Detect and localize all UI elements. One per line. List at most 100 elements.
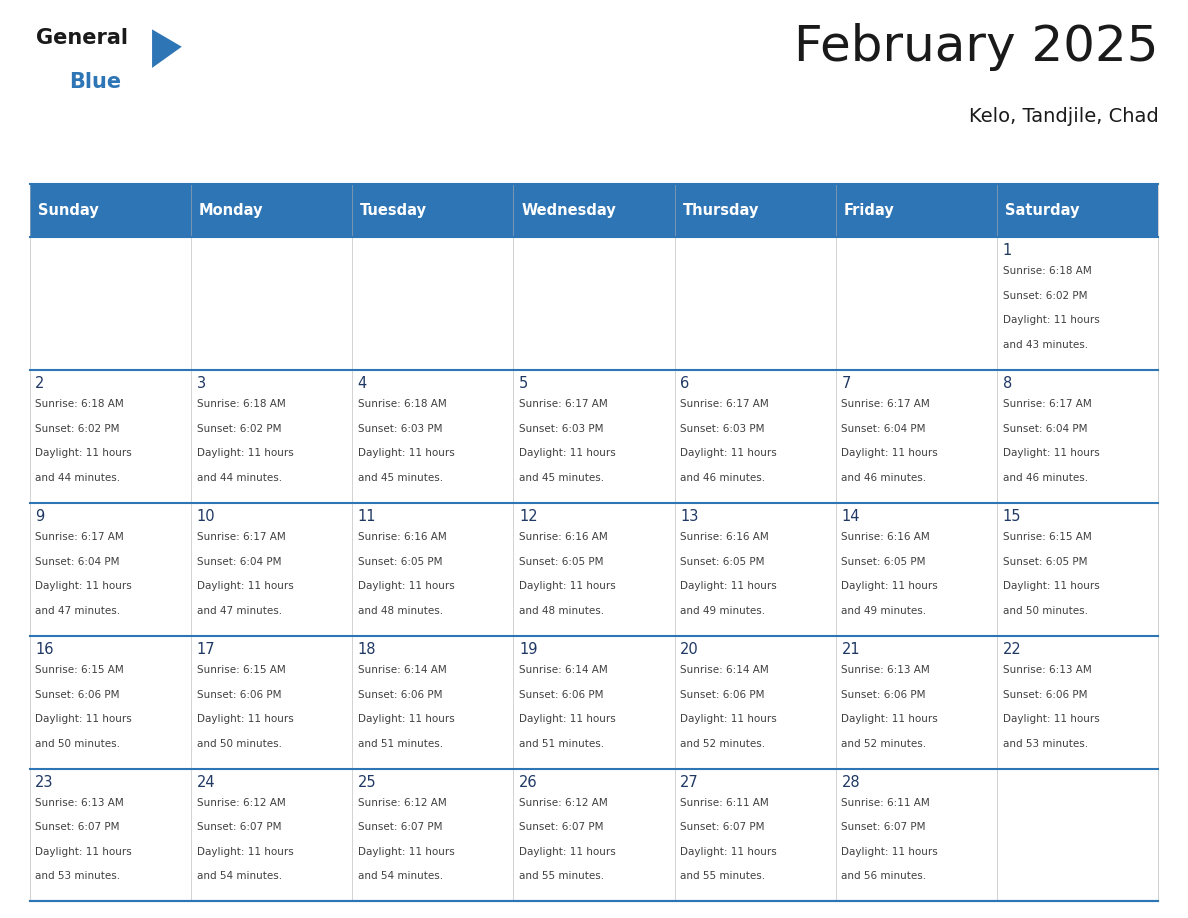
- Bar: [675, 237, 836, 370]
- Text: Sunrise: 6:12 AM: Sunrise: 6:12 AM: [358, 798, 447, 808]
- Bar: [997, 184, 1158, 237]
- Bar: [352, 635, 513, 768]
- Text: Sunrise: 6:12 AM: Sunrise: 6:12 AM: [196, 798, 285, 808]
- Text: Daylight: 11 hours: Daylight: 11 hours: [841, 448, 939, 458]
- Text: Sunset: 6:04 PM: Sunset: 6:04 PM: [196, 556, 282, 566]
- Text: Sunrise: 6:11 AM: Sunrise: 6:11 AM: [841, 798, 930, 808]
- Bar: [30, 503, 191, 635]
- Text: Sunrise: 6:17 AM: Sunrise: 6:17 AM: [519, 399, 608, 409]
- Text: 26: 26: [519, 775, 538, 790]
- Text: 13: 13: [681, 509, 699, 524]
- Text: 18: 18: [358, 642, 377, 657]
- Text: Daylight: 11 hours: Daylight: 11 hours: [36, 581, 132, 591]
- Text: Daylight: 11 hours: Daylight: 11 hours: [841, 714, 939, 724]
- Text: 1: 1: [1003, 243, 1012, 258]
- Text: and 53 minutes.: and 53 minutes.: [1003, 738, 1088, 748]
- Text: Daylight: 11 hours: Daylight: 11 hours: [681, 714, 777, 724]
- Bar: [191, 503, 352, 635]
- Text: Daylight: 11 hours: Daylight: 11 hours: [196, 847, 293, 856]
- Text: Saturday: Saturday: [1005, 203, 1080, 218]
- Bar: [836, 184, 997, 237]
- Text: Daylight: 11 hours: Daylight: 11 hours: [519, 847, 615, 856]
- Text: Blue: Blue: [69, 72, 121, 92]
- Text: Sunrise: 6:13 AM: Sunrise: 6:13 AM: [36, 798, 124, 808]
- Text: Sunrise: 6:13 AM: Sunrise: 6:13 AM: [841, 665, 930, 675]
- Text: and 51 minutes.: and 51 minutes.: [358, 738, 443, 748]
- Text: Sunset: 6:07 PM: Sunset: 6:07 PM: [681, 823, 765, 833]
- Text: Sunrise: 6:15 AM: Sunrise: 6:15 AM: [1003, 532, 1092, 542]
- Bar: [191, 370, 352, 503]
- Text: Daylight: 11 hours: Daylight: 11 hours: [519, 448, 615, 458]
- Bar: [191, 635, 352, 768]
- Bar: [836, 237, 997, 370]
- Text: Sunrise: 6:15 AM: Sunrise: 6:15 AM: [196, 665, 285, 675]
- Text: 17: 17: [196, 642, 215, 657]
- Text: and 50 minutes.: and 50 minutes.: [36, 738, 120, 748]
- Text: and 46 minutes.: and 46 minutes.: [841, 473, 927, 483]
- Text: Sunrise: 6:12 AM: Sunrise: 6:12 AM: [519, 798, 608, 808]
- Text: and 48 minutes.: and 48 minutes.: [358, 606, 443, 616]
- Text: 9: 9: [36, 509, 45, 524]
- Text: Sunset: 6:07 PM: Sunset: 6:07 PM: [358, 823, 442, 833]
- Bar: [30, 768, 191, 901]
- Text: Kelo, Tandjile, Chad: Kelo, Tandjile, Chad: [968, 107, 1158, 127]
- Text: 24: 24: [196, 775, 215, 790]
- Text: 5: 5: [519, 376, 529, 391]
- Text: and 44 minutes.: and 44 minutes.: [36, 473, 120, 483]
- Text: and 48 minutes.: and 48 minutes.: [519, 606, 605, 616]
- Bar: [30, 635, 191, 768]
- Bar: [997, 635, 1158, 768]
- Text: 28: 28: [841, 775, 860, 790]
- Text: Daylight: 11 hours: Daylight: 11 hours: [36, 714, 132, 724]
- Bar: [352, 768, 513, 901]
- Bar: [191, 768, 352, 901]
- Bar: [30, 184, 191, 237]
- Text: Daylight: 11 hours: Daylight: 11 hours: [681, 847, 777, 856]
- Bar: [191, 184, 352, 237]
- Text: Daylight: 11 hours: Daylight: 11 hours: [519, 714, 615, 724]
- Text: General: General: [36, 28, 127, 48]
- Bar: [675, 184, 836, 237]
- Text: Daylight: 11 hours: Daylight: 11 hours: [681, 581, 777, 591]
- Text: Daylight: 11 hours: Daylight: 11 hours: [36, 448, 132, 458]
- Bar: [352, 184, 513, 237]
- Text: Sunrise: 6:18 AM: Sunrise: 6:18 AM: [358, 399, 447, 409]
- Text: Sunrise: 6:16 AM: Sunrise: 6:16 AM: [519, 532, 608, 542]
- Text: and 49 minutes.: and 49 minutes.: [841, 606, 927, 616]
- Text: Daylight: 11 hours: Daylight: 11 hours: [358, 448, 455, 458]
- Text: Daylight: 11 hours: Daylight: 11 hours: [1003, 714, 1099, 724]
- Text: 11: 11: [358, 509, 377, 524]
- Text: 21: 21: [841, 642, 860, 657]
- Text: Sunset: 6:05 PM: Sunset: 6:05 PM: [681, 556, 765, 566]
- Text: Monday: Monday: [198, 203, 264, 218]
- Text: Sunset: 6:06 PM: Sunset: 6:06 PM: [358, 689, 442, 700]
- Bar: [513, 237, 675, 370]
- Text: Daylight: 11 hours: Daylight: 11 hours: [196, 714, 293, 724]
- Text: Sunset: 6:05 PM: Sunset: 6:05 PM: [841, 556, 925, 566]
- Text: Sunset: 6:07 PM: Sunset: 6:07 PM: [36, 823, 120, 833]
- Text: Sunrise: 6:17 AM: Sunrise: 6:17 AM: [196, 532, 285, 542]
- Text: and 43 minutes.: and 43 minutes.: [1003, 340, 1088, 350]
- Text: Sunrise: 6:17 AM: Sunrise: 6:17 AM: [681, 399, 769, 409]
- Text: and 50 minutes.: and 50 minutes.: [1003, 606, 1088, 616]
- Text: and 47 minutes.: and 47 minutes.: [196, 606, 282, 616]
- Text: Sunrise: 6:11 AM: Sunrise: 6:11 AM: [681, 798, 769, 808]
- Text: 14: 14: [841, 509, 860, 524]
- Text: Sunrise: 6:18 AM: Sunrise: 6:18 AM: [1003, 266, 1092, 276]
- Text: 2: 2: [36, 376, 45, 391]
- Text: 8: 8: [1003, 376, 1012, 391]
- Text: Sunset: 6:07 PM: Sunset: 6:07 PM: [196, 823, 282, 833]
- Text: Sunrise: 6:16 AM: Sunrise: 6:16 AM: [358, 532, 447, 542]
- Bar: [997, 503, 1158, 635]
- Text: and 46 minutes.: and 46 minutes.: [1003, 473, 1088, 483]
- Text: 27: 27: [681, 775, 699, 790]
- Text: Sunrise: 6:13 AM: Sunrise: 6:13 AM: [1003, 665, 1092, 675]
- Bar: [836, 768, 997, 901]
- Bar: [675, 370, 836, 503]
- Bar: [352, 503, 513, 635]
- Text: 10: 10: [196, 509, 215, 524]
- Text: Sunrise: 6:16 AM: Sunrise: 6:16 AM: [681, 532, 769, 542]
- Text: Friday: Friday: [843, 203, 895, 218]
- Text: 6: 6: [681, 376, 689, 391]
- Text: 25: 25: [358, 775, 377, 790]
